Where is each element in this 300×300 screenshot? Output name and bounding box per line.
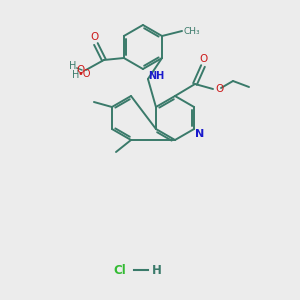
Text: H: H <box>72 70 80 80</box>
Text: H: H <box>152 263 162 277</box>
Text: O: O <box>77 65 85 75</box>
Text: N: N <box>195 129 205 139</box>
Text: •O: •O <box>77 69 91 79</box>
Text: O: O <box>200 54 208 64</box>
Text: H: H <box>69 61 76 71</box>
Text: Cl: Cl <box>114 263 126 277</box>
Text: O: O <box>215 84 223 94</box>
Text: CH₃: CH₃ <box>184 26 200 35</box>
Text: NH: NH <box>148 71 164 81</box>
Text: O: O <box>91 32 99 42</box>
